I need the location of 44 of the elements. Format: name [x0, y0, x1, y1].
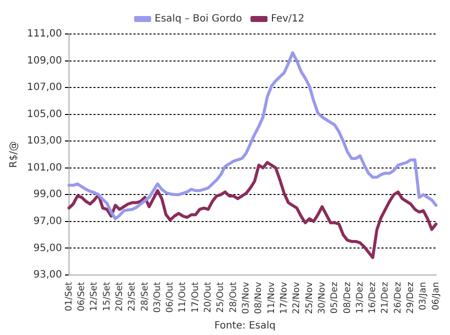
x-tick-label: 08/Nov: [254, 281, 264, 314]
x-tick-label: 16/Dez: [368, 282, 378, 314]
x-tick-label: 25/Out: [216, 281, 226, 313]
x-tick-label: 30/Nov: [317, 281, 328, 314]
x-tick-label: 05/Dez: [330, 282, 340, 314]
x-tick-label: 01/Set: [64, 281, 74, 312]
x-tick-label: 12/Set: [90, 281, 100, 312]
y-tick-label: 111,00: [26, 28, 62, 40]
y-tick-label: 97,00: [33, 216, 62, 227]
x-tick-label: 26/Dez: [393, 282, 404, 314]
y-tick-label: 101,00: [26, 162, 62, 174]
x-tick-label: 21/Dez: [380, 282, 391, 314]
x-tick-label: 20/Set: [114, 281, 125, 312]
x-tick-label: 23/Set: [128, 281, 138, 312]
x-tick-label: 03/Nov: [242, 281, 252, 314]
x-tick-label: 17/Nov: [279, 281, 290, 314]
x-tick-label: 17/Out: [190, 281, 201, 313]
x-tick-label: 22/Nov: [292, 281, 302, 314]
y-tick-label: 99,00: [33, 189, 62, 200]
x-tick-label: 13/Dez: [355, 282, 366, 314]
x-tick-label: 06/Set: [76, 281, 87, 312]
x-tick-label: 11/Nov: [266, 281, 277, 314]
x-tick-label: 06/Out: [166, 281, 176, 313]
x-tick-label: 25/Nov: [304, 281, 315, 314]
x-tick-label: 06/Jan: [431, 282, 442, 310]
source-note: Fonte: Esalq: [214, 320, 276, 332]
y-tick-label: 105,00: [26, 108, 62, 120]
x-tick-label: 20/Out: [204, 281, 214, 313]
x-tick-label: 28/Out: [228, 281, 239, 313]
y-tick-label: 95,00: [33, 242, 62, 254]
y-axis-title: R$/@: [8, 141, 20, 168]
x-tick-label: 08/Dez: [342, 282, 353, 314]
legend-label: Fev/12: [270, 14, 304, 25]
x-tick-label: 03/Out: [152, 281, 163, 313]
y-tick-label: 103,00: [26, 136, 62, 147]
legend-label: Esalq – Boi Gordo: [154, 14, 242, 25]
x-tick-label: 29/Dez: [406, 282, 416, 314]
y-tick-label: 107,00: [26, 82, 62, 94]
x-tick-label: 28/Set: [140, 281, 150, 312]
x-tick-label: 11/Out: [178, 281, 188, 313]
x-tick-label: 15/Set: [102, 281, 112, 312]
y-tick-label: 93,00: [33, 270, 62, 281]
x-tick-label: 03/Jan: [418, 282, 429, 310]
y-tick-label: 109,00: [26, 55, 62, 66]
